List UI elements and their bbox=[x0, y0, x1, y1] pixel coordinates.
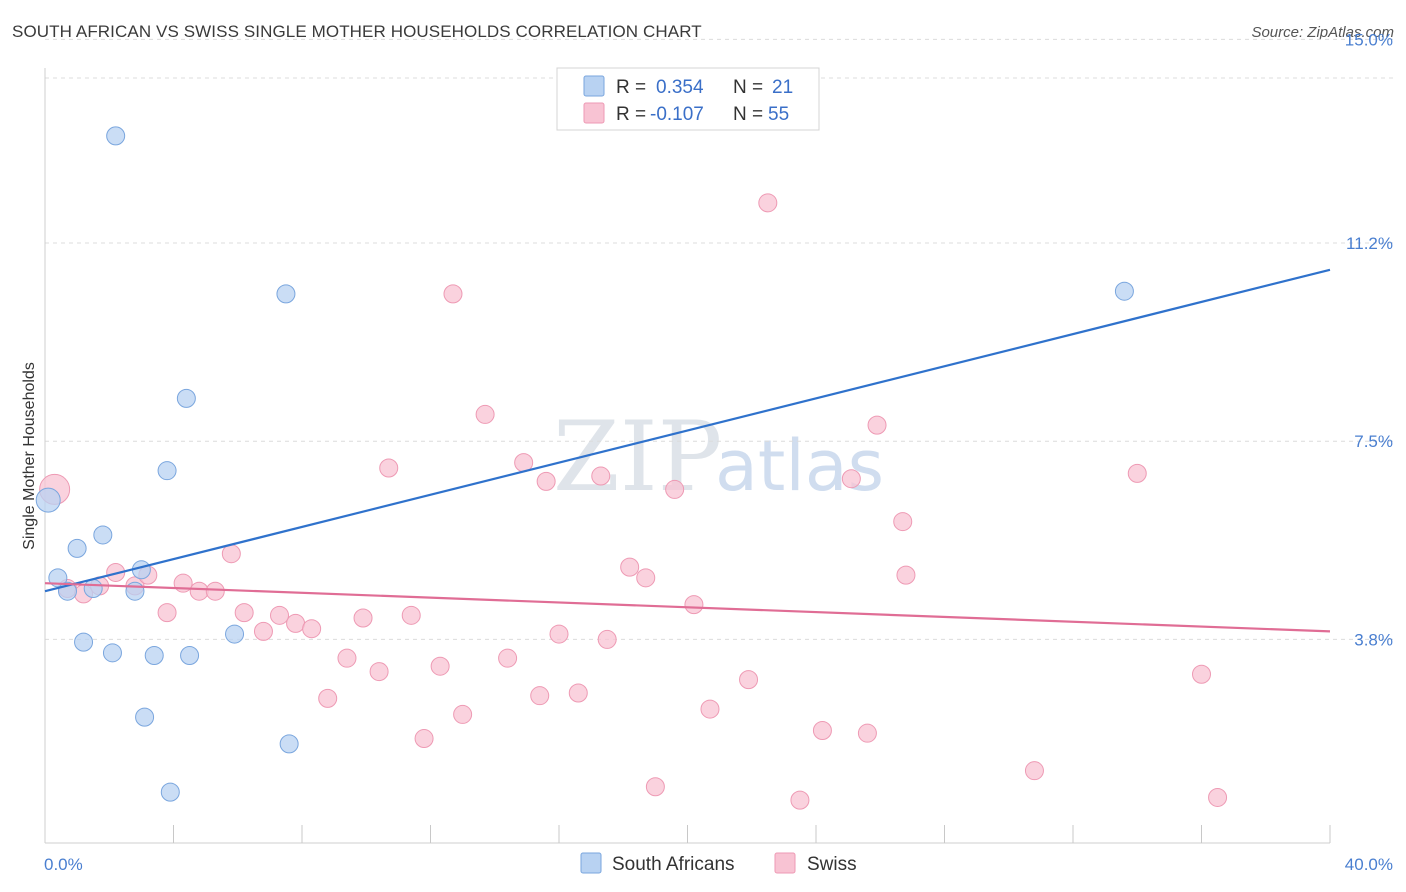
point-swiss bbox=[189, 581, 209, 601]
point-swiss bbox=[369, 662, 389, 682]
point-swiss bbox=[221, 544, 241, 564]
point-south-africans bbox=[48, 568, 68, 588]
y-tick-label: 3.8% bbox=[1354, 630, 1393, 649]
point-swiss bbox=[739, 670, 759, 690]
legend-swatch-south-africans bbox=[583, 75, 605, 97]
point-south-africans bbox=[160, 782, 180, 802]
point-swiss bbox=[591, 466, 611, 486]
point-swiss bbox=[1192, 664, 1211, 684]
point-swiss bbox=[636, 568, 656, 588]
point-swiss bbox=[1024, 761, 1044, 781]
y-tick-label: 7.5% bbox=[1354, 432, 1393, 451]
stats-legend: R = 0.354 N = 21 R = -0.107 N = 55 bbox=[556, 67, 820, 131]
point-south-africans bbox=[279, 734, 299, 754]
point-south-africans bbox=[67, 538, 87, 558]
point-swiss bbox=[498, 648, 518, 668]
point-swiss bbox=[684, 595, 704, 615]
x-tick-label-max: 40.0% bbox=[1345, 855, 1393, 874]
point-south-africans bbox=[225, 624, 245, 644]
y-tick-label: 15.0% bbox=[1345, 30, 1393, 49]
point-swiss bbox=[337, 648, 357, 668]
point-south-africans bbox=[180, 646, 200, 665]
point-south-africans bbox=[102, 643, 122, 663]
y-tick-labels: 3.8% 7.5% 11.2% 15.0% bbox=[1345, 30, 1393, 649]
point-swiss bbox=[536, 471, 556, 491]
point-swiss bbox=[430, 656, 450, 676]
point-swiss bbox=[205, 581, 225, 601]
series-legend-label-south-africans: South Africans bbox=[612, 854, 735, 875]
point-swiss bbox=[758, 193, 778, 213]
point-swiss bbox=[645, 777, 665, 797]
point-swiss bbox=[700, 699, 720, 719]
point-swiss bbox=[318, 688, 338, 708]
point-south-africans bbox=[276, 284, 296, 304]
point-swiss bbox=[568, 683, 588, 703]
point-south-africans bbox=[135, 707, 155, 727]
point-south-africans bbox=[176, 388, 196, 408]
series-legend: South Africans Swiss bbox=[580, 852, 857, 875]
point-swiss bbox=[896, 565, 916, 585]
point-swiss bbox=[665, 479, 685, 499]
point-south-africans bbox=[83, 579, 103, 599]
point-swiss bbox=[157, 603, 177, 623]
series-legend-swatch-swiss bbox=[774, 852, 796, 874]
point-swiss bbox=[453, 704, 473, 724]
legend-n-label-1: N = bbox=[733, 77, 763, 98]
point-swiss bbox=[790, 790, 810, 810]
legend-r-label-2: R = bbox=[616, 104, 646, 125]
point-south-africans bbox=[144, 646, 164, 665]
x-tick-label-min: 0.0% bbox=[44, 855, 83, 874]
point-swiss bbox=[620, 557, 640, 577]
point-south-africans bbox=[35, 487, 61, 513]
point-swiss bbox=[893, 512, 913, 532]
point-swiss bbox=[353, 608, 373, 628]
point-swiss bbox=[1127, 463, 1147, 483]
point-swiss bbox=[414, 729, 434, 749]
point-swiss bbox=[234, 603, 254, 623]
point-swiss bbox=[812, 721, 832, 740]
point-south-africans bbox=[125, 581, 145, 601]
point-south-africans bbox=[1114, 281, 1134, 301]
point-swiss bbox=[530, 686, 550, 706]
point-swiss bbox=[857, 723, 877, 743]
point-swiss bbox=[286, 613, 306, 633]
series-legend-swatch-south-africans bbox=[580, 852, 602, 874]
point-swiss bbox=[379, 458, 399, 478]
point-swiss bbox=[302, 619, 322, 639]
point-swiss bbox=[253, 621, 273, 641]
trend-line-south-africans bbox=[44, 268, 1331, 593]
point-swiss bbox=[1208, 787, 1228, 807]
legend-n-value-2: 55 bbox=[768, 104, 789, 125]
x-ticks bbox=[173, 825, 1331, 843]
legend-r-value-2: -0.107 bbox=[650, 104, 704, 125]
watermark-atlas: atlas bbox=[715, 425, 884, 507]
y-tick-label: 11.2% bbox=[1346, 234, 1393, 253]
point-swiss bbox=[841, 469, 861, 489]
chart-title: SOUTH AFRICAN VS SWISS SINGLE MOTHER HOU… bbox=[12, 22, 702, 41]
point-swiss bbox=[475, 404, 495, 424]
trend-lines bbox=[44, 268, 1331, 633]
legend-swatch-swiss bbox=[583, 102, 605, 124]
point-swiss bbox=[443, 284, 463, 304]
legend-n-label-2: N = bbox=[733, 104, 763, 125]
point-swiss bbox=[270, 605, 290, 625]
legend-r-label-1: R = bbox=[616, 77, 646, 98]
source-credit: Source: ZipAtlas.com bbox=[1251, 24, 1394, 41]
legend-n-value-1: 21 bbox=[772, 77, 793, 98]
point-swiss bbox=[867, 415, 887, 435]
point-south-africans bbox=[157, 461, 177, 481]
series-legend-label-swiss: Swiss bbox=[807, 854, 857, 875]
point-swiss bbox=[597, 629, 617, 649]
y-axis-label: Single Mother Households bbox=[21, 362, 38, 550]
scatter-points bbox=[35, 126, 1228, 810]
trend-line-swiss bbox=[44, 582, 1331, 633]
point-swiss bbox=[549, 624, 569, 644]
legend-r-value-1: 0.354 bbox=[656, 77, 704, 98]
point-south-africans bbox=[106, 126, 126, 146]
point-south-africans bbox=[93, 525, 113, 545]
point-south-africans bbox=[74, 632, 94, 652]
point-swiss bbox=[401, 605, 421, 625]
